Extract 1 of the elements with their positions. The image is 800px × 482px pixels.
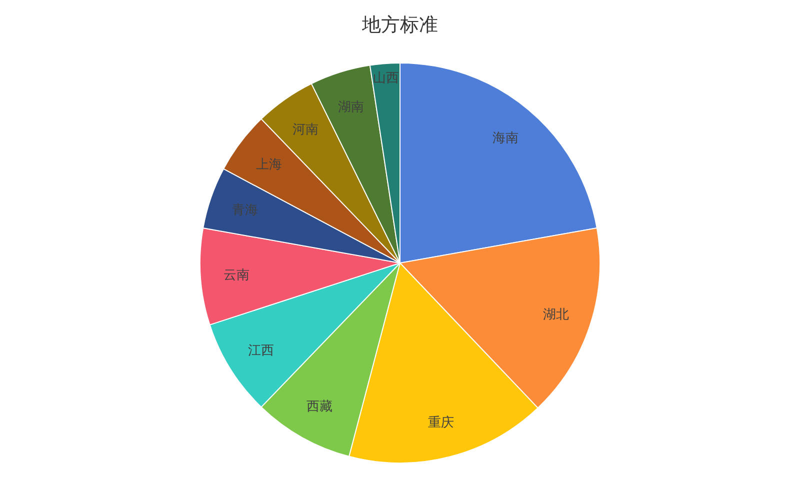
title: 地方标准 [362, 15, 438, 36]
